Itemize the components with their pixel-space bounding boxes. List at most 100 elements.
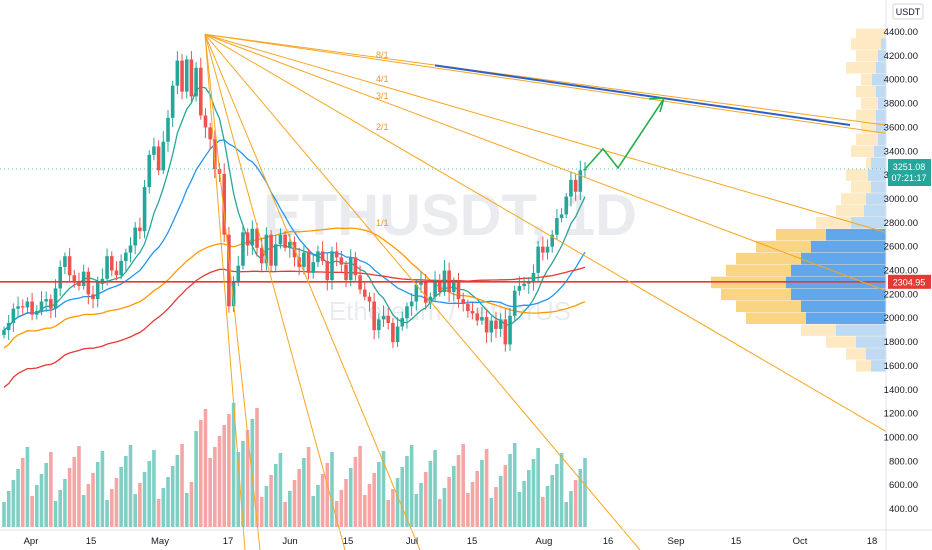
volume-profile-bar-up [868,169,886,181]
candle-body [484,317,489,333]
candle-body [34,311,39,315]
volume-bar [44,463,48,527]
candle-body [255,228,259,248]
candle-body [316,251,320,263]
volume-bar [372,473,376,527]
volume-bar [419,483,423,527]
candle-body [405,306,409,319]
volume-profile-bar-up [864,205,886,217]
volume-bar [241,441,245,527]
candle-body [6,322,11,331]
candle-body [330,251,334,281]
volume-bar [466,493,470,527]
candle-body [452,282,456,292]
candle-body [208,127,212,140]
candle-body [105,256,109,279]
volume-bar [217,436,222,527]
candle-body [91,294,95,300]
volume-bar [583,458,587,527]
y-tick-label: 1200.00 [884,409,918,420]
candle-body [400,318,405,327]
candle-body [142,187,147,232]
currency-badge[interactable] [892,3,924,20]
volume-profile-bar [856,133,886,146]
fan-label: 2/1 [376,122,389,132]
y-tick-label: 2600.00 [884,242,918,253]
candle-body [555,218,559,235]
volume-bar [67,468,72,527]
volume-bar [447,477,451,527]
volume-bar [175,455,180,527]
volume-bar [16,469,20,527]
x-tick-label: Aug [536,536,553,547]
volume-bar [245,430,250,527]
volume-bar [72,457,77,527]
candle-body [250,228,255,246]
volume-profile-bar-up [874,145,886,157]
volume-bar [428,461,433,527]
volume-bar [475,471,480,527]
volume-bar [208,458,212,527]
x-tick-label: 18 [867,536,878,547]
candle-body [569,179,573,197]
volume-bar [320,474,325,527]
y-tick-label: 1600.00 [884,361,918,372]
volume-bar [86,484,91,527]
volume-bar [503,465,508,527]
volume-bar [461,444,465,527]
candle-body [325,260,330,281]
volume-profile-bar-up [876,62,886,74]
candle-body [339,257,344,265]
candle-body [81,271,86,287]
volume-bar [367,484,372,527]
volume-profile-bar [836,205,886,217]
candle-body [227,234,231,307]
candle-body [259,247,264,264]
x-tick-label: 16 [603,536,614,547]
volume-bar [423,472,428,527]
level-price-label: 2304.95 [893,277,926,287]
volume-bar [156,499,161,527]
volume-profile-bar-up [826,228,886,241]
bar-countdown-label: 07:21:17 [891,173,926,183]
candle-body [25,301,30,308]
candle-body [213,139,217,170]
candle-body [114,270,119,276]
volume-bar [250,419,255,527]
volume-profile-bar [861,121,886,134]
volume-profile-bar [851,145,886,157]
volume-bar [77,446,81,527]
projection-arrow [584,99,664,170]
volume-bar [292,480,297,527]
currency-badge-label: USDT [896,7,921,17]
y-tick-label: 1800.00 [884,337,918,348]
y-tick-label: 400.00 [889,504,918,515]
candle-body [189,59,194,97]
volume-bar [362,495,367,527]
volume-bar [498,476,503,527]
volume-profile-bar-up [878,50,886,62]
volume-bar [381,451,386,527]
candle-body [377,319,381,331]
symbol-watermark: ETHUSDT, 1D [263,183,637,248]
fan-line [204,34,421,550]
x-tick-label: 15 [731,536,742,547]
candle-body [138,227,142,232]
projection-arrowhead [648,97,666,113]
candle-body [194,67,198,97]
volume-bar [20,458,25,527]
volume-bar [81,495,86,527]
volume-profile-bar-up [856,336,886,348]
candle-body [423,281,428,303]
volume-bar [114,478,119,527]
candle-body [466,303,470,312]
x-tick-label: Apr [24,536,39,547]
candle-body [461,299,465,304]
last-price-label: 3251.08 [893,162,926,172]
y-tick-label: 4000.00 [884,75,918,86]
candle-body [67,256,72,276]
volume-bar [91,473,95,527]
candle-body [152,146,156,155]
candle-body [39,301,44,312]
